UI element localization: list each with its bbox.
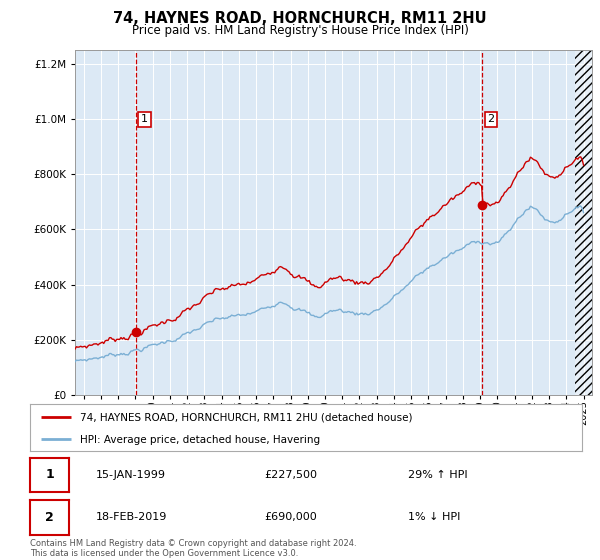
Text: 2: 2: [45, 511, 54, 524]
Text: 18-FEB-2019: 18-FEB-2019: [96, 512, 167, 522]
Text: Price paid vs. HM Land Registry's House Price Index (HPI): Price paid vs. HM Land Registry's House …: [131, 24, 469, 36]
Text: 1: 1: [141, 114, 148, 124]
Text: 74, HAYNES ROAD, HORNCHURCH, RM11 2HU: 74, HAYNES ROAD, HORNCHURCH, RM11 2HU: [113, 11, 487, 26]
Text: £227,500: £227,500: [264, 470, 317, 480]
Text: 1% ↓ HPI: 1% ↓ HPI: [408, 512, 460, 522]
Text: 15-JAN-1999: 15-JAN-1999: [96, 470, 166, 480]
Text: 1: 1: [45, 468, 54, 482]
Text: 29% ↑ HPI: 29% ↑ HPI: [408, 470, 467, 480]
Text: £690,000: £690,000: [264, 512, 317, 522]
Text: Contains HM Land Registry data © Crown copyright and database right 2024.
This d: Contains HM Land Registry data © Crown c…: [30, 539, 356, 558]
Text: 2: 2: [487, 114, 494, 124]
Text: HPI: Average price, detached house, Havering: HPI: Average price, detached house, Have…: [80, 435, 320, 445]
Text: 74, HAYNES ROAD, HORNCHURCH, RM11 2HU (detached house): 74, HAYNES ROAD, HORNCHURCH, RM11 2HU (d…: [80, 412, 412, 422]
